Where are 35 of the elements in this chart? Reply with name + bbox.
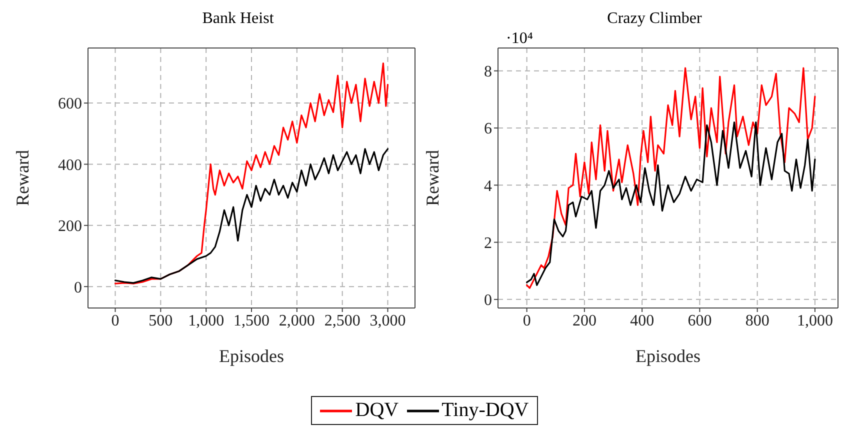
y-tick-label: 0	[484, 292, 492, 310]
x-axis-title: Episodes	[636, 346, 700, 366]
x-tick-label: 500	[148, 312, 173, 330]
text: ·10⁴	[506, 30, 533, 48]
x-tick-label: 3,000	[370, 312, 406, 330]
y-axis-title: Reward	[12, 150, 32, 206]
y-tick-label: 600	[58, 96, 82, 113]
chart-title: Bank Heist	[201, 10, 275, 28]
y-axis-title: Reward	[422, 150, 442, 206]
y-tick-label: 0	[74, 279, 82, 296]
x-tick-label: 2,500	[324, 312, 360, 330]
x-tick-label: 0	[111, 312, 120, 330]
x-tick-label: 400	[630, 312, 654, 330]
chart-title: Crazy Climber	[606, 10, 703, 28]
x-axis-title: Episodes	[219, 346, 284, 366]
line-series	[114, 62, 389, 284]
x-tick-label: 1,000	[796, 312, 833, 330]
y-tick-label: 200	[58, 218, 82, 236]
x-tick-label: 0	[522, 312, 531, 330]
legend-label: Tiny-DQV	[440, 399, 529, 422]
x-tick-label: 600	[688, 312, 712, 330]
x-tick-label: 1,500	[234, 312, 270, 330]
y-tick-label: 4	[484, 178, 492, 195]
line-series	[526, 121, 816, 286]
line-series	[526, 67, 816, 289]
x-tick-label: 800	[745, 312, 770, 330]
legend-label: DQV	[354, 399, 399, 422]
y-tick-label: 400	[58, 156, 82, 174]
x-tick-label: 200	[572, 312, 596, 330]
line-series	[114, 148, 389, 284]
y-tick-label: 2	[484, 234, 492, 252]
x-tick-label: 1,000	[188, 312, 224, 330]
y-tick-label: 6	[484, 120, 492, 138]
y-tick-label: 8	[484, 64, 492, 81]
x-tick-label: 2,000	[278, 312, 315, 330]
